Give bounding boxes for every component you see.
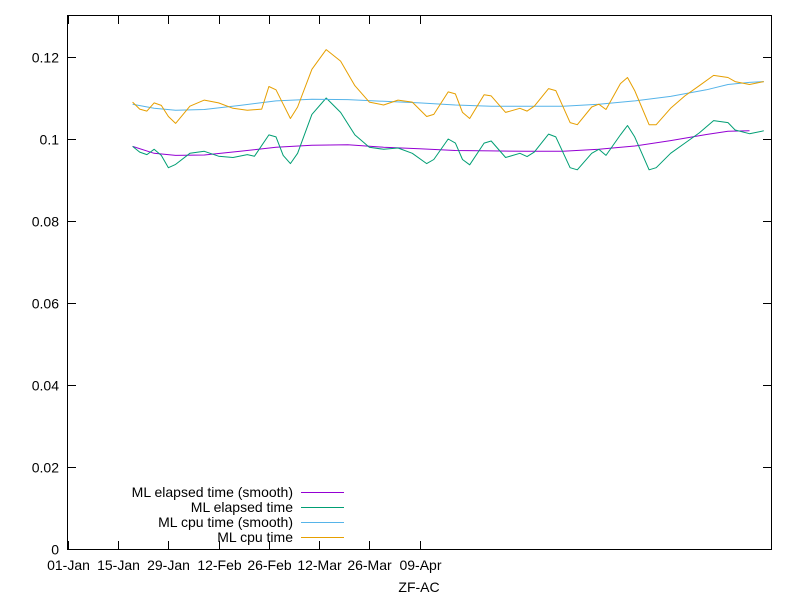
y-tick-label: 0.08: [32, 214, 59, 230]
x-axis: 01-Jan 15-Jan 29-Jan 12-Feb 26-Feb 12-Mar 26-M…: [47, 16, 442, 573]
x-tick-label: 15-Jan: [97, 557, 140, 573]
y-axis: 0 0.02 0.04 0.06 0.08 0.1 0.12: [32, 50, 771, 558]
legend-label: ML elapsed time: [191, 499, 293, 515]
legend-label: ML cpu time: [217, 529, 293, 545]
y-tick-label: 0.12: [32, 50, 59, 66]
legend-label: ML cpu time (smooth): [158, 514, 293, 530]
series-line-ml-elapsed-time-smooth: [132, 130, 750, 156]
x-tick-label: 12-Mar: [297, 557, 342, 573]
series-lines: [132, 49, 764, 171]
x-tick-label: 12-Feb: [197, 557, 242, 573]
legend-label: ML elapsed time (smooth): [132, 484, 293, 500]
y-tick-label: 0: [51, 542, 59, 558]
y-tick-label: 0.06: [32, 296, 59, 312]
x-tick-label: 26-Feb: [247, 557, 292, 573]
x-tick-label: 26-Mar: [347, 557, 392, 573]
series-line-ml-cpu-time-smooth: [132, 81, 764, 111]
x-axis-label: ZF-AC: [398, 579, 439, 595]
y-tick-label: 0.1: [40, 132, 60, 148]
x-tick-label: 29-Jan: [147, 557, 190, 573]
plot-frame: [67, 15, 772, 550]
x-tick-label: 09-Apr: [399, 557, 441, 573]
legend: ML elapsed time (smooth)ML elapsed timeM…: [132, 484, 344, 545]
y-tick-label: 0.04: [32, 378, 59, 394]
x-tick-label: 01-Jan: [47, 557, 90, 573]
y-tick-label: 0.02: [32, 460, 59, 476]
series-line-ml-cpu-time: [132, 49, 764, 126]
series-line-ml-elapsed-time: [132, 97, 764, 171]
